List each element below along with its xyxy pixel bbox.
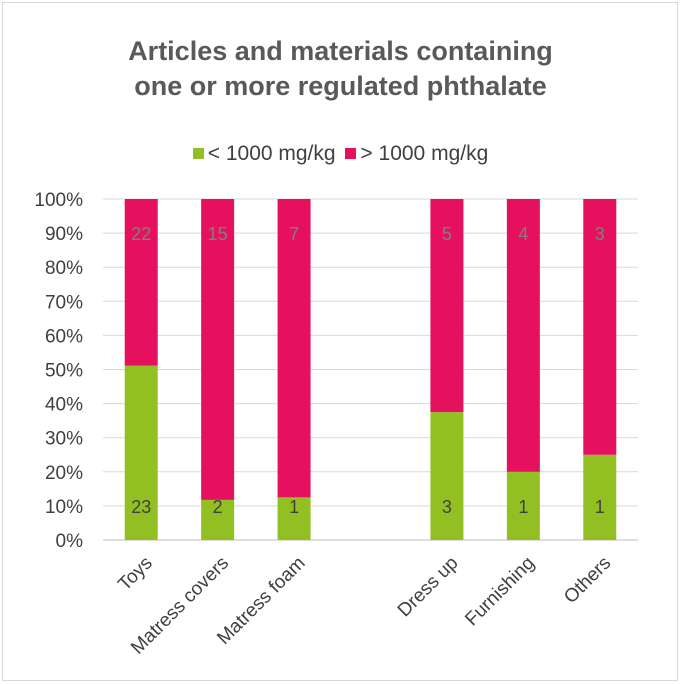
- legend-label-low: < 1000 mg/kg: [207, 142, 336, 165]
- y-tick-label: 30%: [45, 429, 83, 450]
- data-label-high: 5: [442, 224, 452, 244]
- x-category-label: Furnishing: [461, 553, 539, 631]
- bar-low: [124, 365, 158, 540]
- y-tick-label: 10%: [45, 497, 83, 518]
- bar-low: [583, 454, 617, 540]
- data-label-low: 1: [595, 497, 605, 517]
- y-tick-label: 80%: [45, 258, 83, 279]
- bar-low: [201, 499, 235, 540]
- chart-title-line-2: one or more regulated phthalate: [134, 71, 547, 101]
- data-label-low: 3: [442, 497, 452, 517]
- data-label-high: 15: [208, 224, 228, 244]
- y-tick-label: 40%: [45, 395, 83, 416]
- data-label-low: 23: [131, 497, 151, 517]
- legend-swatch-low: [192, 148, 204, 159]
- legend-item-high: > 1000 mg/kg: [345, 142, 488, 166]
- data-label-high: 7: [289, 224, 299, 244]
- chart-title: Articles and materials containing one or…: [0, 34, 681, 104]
- x-category-label: Others: [560, 553, 615, 608]
- bar-high: [201, 199, 235, 500]
- y-tick-label: 100%: [34, 190, 83, 211]
- data-label-low: 1: [518, 497, 528, 517]
- bar-low: [430, 412, 464, 540]
- legend-swatch-high: [345, 148, 357, 159]
- bar-high: [506, 199, 540, 472]
- bar-low: [506, 471, 540, 540]
- x-category-label: Toys: [114, 553, 156, 595]
- legend-item-low: < 1000 mg/kg: [192, 142, 336, 166]
- y-tick-label: 0%: [56, 531, 84, 552]
- y-tick-label: 70%: [45, 292, 83, 313]
- bar-high: [124, 199, 158, 366]
- bar-low: [277, 497, 311, 540]
- bar-high: [583, 199, 617, 455]
- data-label-high: 4: [518, 224, 528, 244]
- chart-title-line-1: Articles and materials containing: [128, 36, 553, 66]
- y-tick-label: 60%: [45, 326, 83, 347]
- bar-high: [277, 199, 311, 498]
- legend-label-high: > 1000 mg/kg: [360, 142, 489, 165]
- data-label-high: 3: [595, 224, 605, 244]
- x-category-label: Dress up: [394, 553, 463, 622]
- y-tick-label: 20%: [45, 463, 83, 484]
- data-label-low: 2: [213, 497, 223, 517]
- data-label-high: 22: [131, 224, 151, 244]
- data-label-low: 1: [289, 497, 299, 517]
- y-tick-label: 90%: [45, 224, 83, 245]
- chart-legend: < 1000 mg/kg > 1000 mg/kg: [0, 142, 681, 166]
- bar-high: [430, 199, 464, 413]
- y-tick-label: 50%: [45, 361, 83, 382]
